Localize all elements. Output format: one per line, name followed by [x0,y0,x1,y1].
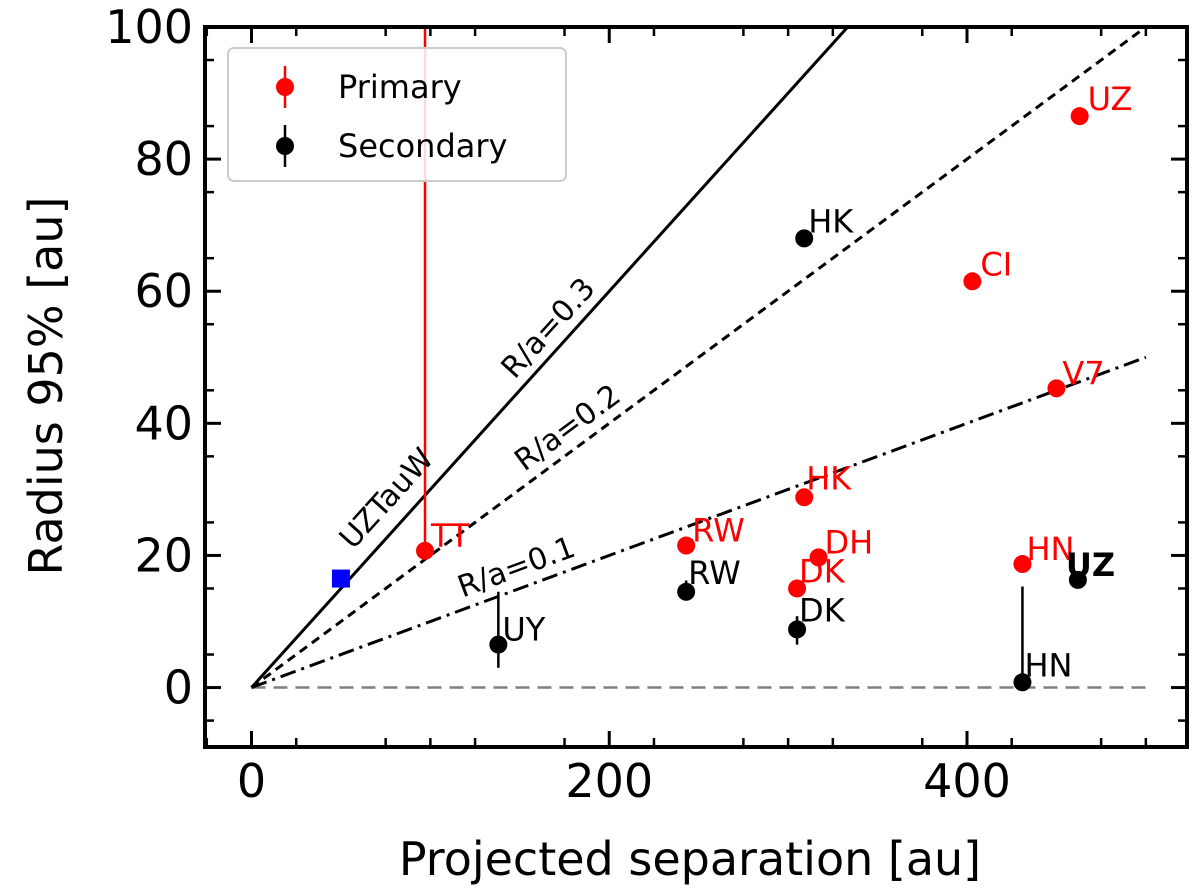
data-point [809,548,828,567]
points-layer [331,107,1089,692]
point-label: V7 [1062,354,1104,392]
data-point [963,272,982,291]
data-point [1013,673,1032,692]
reference-line-label: R/a=0.3 [495,271,603,385]
data-point [1070,107,1089,126]
y-axis-title: Radius 95% [au] [19,197,73,576]
reference-line [250,26,849,689]
legend-secondary-marker [276,137,294,155]
legend-secondary-label: Secondary [338,127,507,165]
data-point [788,579,807,598]
point-label: HK [808,202,854,240]
point-label: UZ [1066,546,1115,584]
legend-primary-marker [276,78,294,96]
data-point [1068,570,1087,589]
legend-box [227,47,567,182]
data-point [677,582,696,601]
point-label: RW [688,554,741,592]
legend-primary-label: Primary [338,68,462,106]
reference-line-label: R/a=0.1 [453,530,580,605]
point-label: UY [502,611,545,649]
data-point [489,635,508,654]
y-tick-label: 80 [134,132,193,186]
reference-line [250,25,1147,689]
x-tick-label: 400 [923,754,1011,808]
data-point [416,541,435,560]
special-point [331,569,350,588]
point-label: DK [799,591,846,629]
y-tick-label: 60 [134,264,193,318]
x-tick-label: 200 [565,754,653,808]
x-axis-title: Projected separation [au] [399,832,981,886]
ticks-layer: 0 200 400 0 20 40 60 80 100 [105,0,1187,808]
data-point [1047,379,1066,398]
point-label: HN [1024,646,1072,684]
data-point [677,536,696,555]
point-label: HK [806,459,852,497]
plot-frame [203,25,1189,749]
point-label: CI [980,245,1012,283]
point-label: DH [825,523,874,561]
data-point [788,620,807,639]
data-point [1013,555,1032,574]
legend: Primary Secondary [227,47,567,182]
y-tick-label: 20 [134,528,193,582]
point-label: HN [1026,530,1074,568]
x-tick-label: 0 [237,754,266,808]
y-tick-label: 0 [164,661,193,715]
point-label: UZ [1088,80,1133,118]
reference-line [250,355,1147,689]
y-tick-label: 40 [134,396,193,450]
reference-lines-layer [250,25,1147,689]
data-point [795,488,814,507]
reference-line-label: R/a=0.2 [508,378,627,479]
point-label: TT [430,517,470,555]
point-label: RW [692,512,745,550]
data-point [795,229,814,248]
y-tick-label: 100 [105,0,193,54]
point-label: DK [799,552,846,590]
